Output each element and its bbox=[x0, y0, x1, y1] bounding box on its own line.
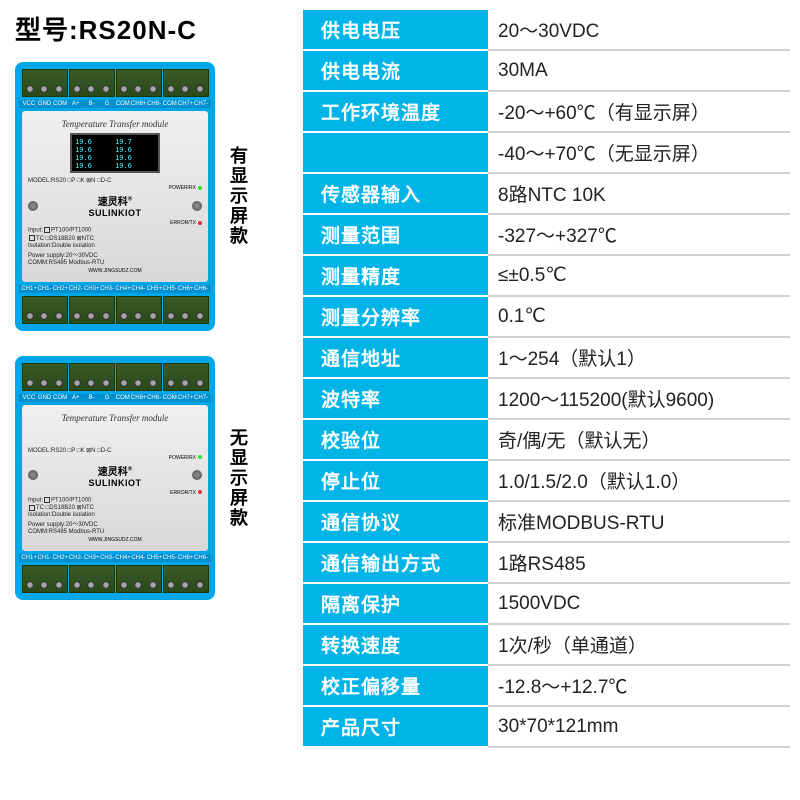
spec-row: 转换速度1次/秒（单通道） bbox=[303, 625, 790, 666]
spec-row: 通信输出方式1路RS485 bbox=[303, 543, 790, 584]
spec-row: 隔离保护1500VDC bbox=[303, 584, 790, 625]
spec-value: 30*70*121mm bbox=[488, 707, 790, 748]
spec-row: 校验位奇/偶/无（默认无） bbox=[303, 420, 790, 461]
spec-label: 通信协议 bbox=[303, 502, 488, 543]
spec-value: 1路RS485 bbox=[488, 543, 790, 584]
spec-row: -40～+70℃（无显示屏） bbox=[303, 133, 790, 174]
spec-row: 供电电流30MA bbox=[303, 51, 790, 92]
variant-label: 无显示屏款 bbox=[225, 428, 251, 528]
spec-label: 校正偏移量 bbox=[303, 666, 488, 707]
spec-row: 供电电压20～30VDC bbox=[303, 10, 790, 51]
spec-value: ≤±0.5℃ bbox=[488, 256, 790, 297]
spec-label: 转换速度 bbox=[303, 625, 488, 666]
spec-row: 通信协议标准MODBUS-RTU bbox=[303, 502, 790, 543]
spec-value: 1次/秒（单通道） bbox=[488, 625, 790, 666]
spec-row: 传感器输入 8路NTC 10K bbox=[303, 174, 790, 215]
spec-value: 标准MODBUS-RTU bbox=[488, 502, 790, 543]
spec-label: 隔离保护 bbox=[303, 584, 488, 625]
spec-row: 波特率1200～115200(默认9600) bbox=[303, 379, 790, 420]
model-title: 型号:RS20N-C bbox=[15, 10, 295, 47]
spec-row: 校正偏移量-12.8～+12.7℃ bbox=[303, 666, 790, 707]
spec-label: 通信地址 bbox=[303, 338, 488, 379]
device-module: VCCGNDCOMA+B-GCOMCH8+CH8-COMCH7+CH7- Tem… bbox=[15, 356, 215, 601]
spec-value: 1～254（默认1） bbox=[488, 338, 790, 379]
spec-label: 波特率 bbox=[303, 379, 488, 420]
spec-value: 0.1℃ bbox=[488, 297, 790, 338]
spec-label: 通信输出方式 bbox=[303, 543, 488, 584]
spec-value: 1.0/1.5/2.0（默认1.0） bbox=[488, 461, 790, 502]
spec-value: 20～30VDC bbox=[488, 10, 790, 51]
device-module: VCCGNDCOMA+B-GCOMCH8+CH8-COMCH7+CH7- Tem… bbox=[15, 62, 215, 331]
spec-label: 测量精度 bbox=[303, 256, 488, 297]
spec-row: 通信地址1～254（默认1） bbox=[303, 338, 790, 379]
spec-label: 工作环境温度 bbox=[303, 92, 488, 133]
spec-label: 供电电流 bbox=[303, 51, 488, 92]
spec-row: 工作环境温度-20～+60℃（有显示屏） bbox=[303, 92, 790, 133]
spec-table: 供电电压20～30VDC供电电流30MA工作环境温度-20～+60℃（有显示屏）… bbox=[303, 10, 790, 790]
spec-value: 奇/偶/无（默认无） bbox=[488, 420, 790, 461]
spec-label: 产品尺寸 bbox=[303, 707, 488, 748]
spec-label: 供电电压 bbox=[303, 10, 488, 51]
spec-label bbox=[303, 133, 488, 174]
spec-label: 测量范围 bbox=[303, 215, 488, 256]
spec-label: 传感器输入 bbox=[303, 174, 488, 215]
spec-label: 校验位 bbox=[303, 420, 488, 461]
spec-value: -40～+70℃（无显示屏） bbox=[488, 133, 790, 174]
spec-value: -20～+60℃（有显示屏） bbox=[488, 92, 790, 133]
spec-value: -12.8～+12.7℃ bbox=[488, 666, 790, 707]
spec-value: 1200～115200(默认9600) bbox=[488, 379, 790, 420]
spec-row: 测量分辨率0.1℃ bbox=[303, 297, 790, 338]
spec-row: 测量范围-327～+327℃ bbox=[303, 215, 790, 256]
spec-label: 停止位 bbox=[303, 461, 488, 502]
spec-row: 产品尺寸30*70*121mm bbox=[303, 707, 790, 748]
spec-row: 停止位1.0/1.5/2.0（默认1.0） bbox=[303, 461, 790, 502]
spec-value: 1500VDC bbox=[488, 584, 790, 625]
spec-value: -327～+327℃ bbox=[488, 215, 790, 256]
spec-value: 30MA bbox=[488, 51, 790, 92]
spec-value: 8路NTC 10K bbox=[488, 174, 790, 215]
spec-label: 测量分辨率 bbox=[303, 297, 488, 338]
spec-row: 测量精度≤±0.5℃ bbox=[303, 256, 790, 297]
variant-label: 有显示屏款 bbox=[225, 146, 251, 246]
